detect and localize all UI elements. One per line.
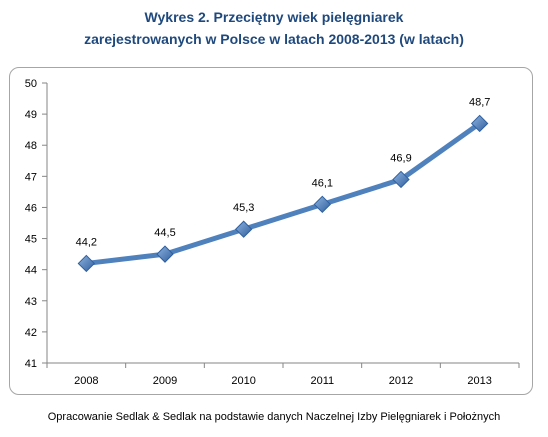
- chart-frame: [9, 67, 533, 395]
- data-point-marker: [313, 195, 332, 214]
- series-line: [83, 120, 483, 266]
- y-tick-label: 45: [25, 234, 37, 246]
- source-note: Opracowanie Sedlak & Sedlak na podstawie…: [47, 411, 501, 423]
- y-tick-label: 50: [25, 78, 37, 90]
- data-point-marker: [156, 245, 174, 263]
- data-label: 44,5: [154, 227, 175, 239]
- y-tick-label: 43: [25, 296, 37, 308]
- x-tick-label: 2010: [231, 375, 255, 387]
- data-label: 46,9: [390, 152, 411, 164]
- x-tick-label: 2008: [74, 375, 98, 387]
- y-tick-label: 42: [25, 327, 37, 339]
- y-tick-label: 44: [25, 265, 37, 277]
- y-tick-label: 41: [25, 358, 37, 370]
- y-tick-label: 47: [25, 171, 37, 183]
- chart-title-line1: Wykres 2. Przeciętny wiek pielęgniarek: [144, 9, 404, 25]
- y-tick-label: 46: [25, 202, 37, 214]
- data-point-marker: [470, 114, 489, 133]
- data-label: 44,2: [76, 236, 97, 248]
- data-label: 45,3: [233, 202, 254, 214]
- y-tick-label: 48: [25, 140, 37, 152]
- data-label: 48,7: [469, 96, 490, 108]
- x-tick-label: 2013: [467, 375, 491, 387]
- data-point-marker: [234, 220, 253, 238]
- x-tick-label: 2012: [389, 375, 413, 387]
- data-point-marker: [392, 170, 410, 189]
- x-tick-label: 2009: [153, 375, 177, 387]
- data-label: 46,1: [312, 177, 333, 189]
- x-tick-label: 2011: [311, 375, 335, 387]
- data-point-marker: [77, 254, 96, 273]
- chart-title: Wykres 2. Przeciętny wiek pielęgniarek z…: [0, 6, 548, 50]
- chart-title-line2: zarejestrowanych w Polsce w latach 2008-…: [84, 31, 464, 47]
- y-tick-label: 49: [25, 109, 37, 121]
